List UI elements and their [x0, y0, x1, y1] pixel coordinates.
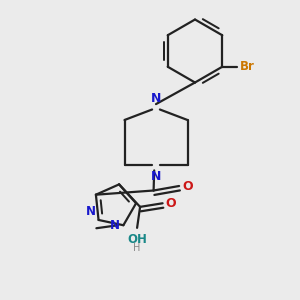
Text: N: N	[86, 205, 96, 218]
Text: N: N	[151, 170, 161, 183]
Text: H: H	[134, 244, 141, 254]
Text: N: N	[110, 219, 120, 232]
Text: O: O	[183, 179, 193, 193]
Text: Br: Br	[239, 60, 254, 73]
Text: N: N	[151, 92, 161, 105]
Text: O: O	[166, 197, 176, 210]
Text: OH: OH	[127, 233, 147, 246]
